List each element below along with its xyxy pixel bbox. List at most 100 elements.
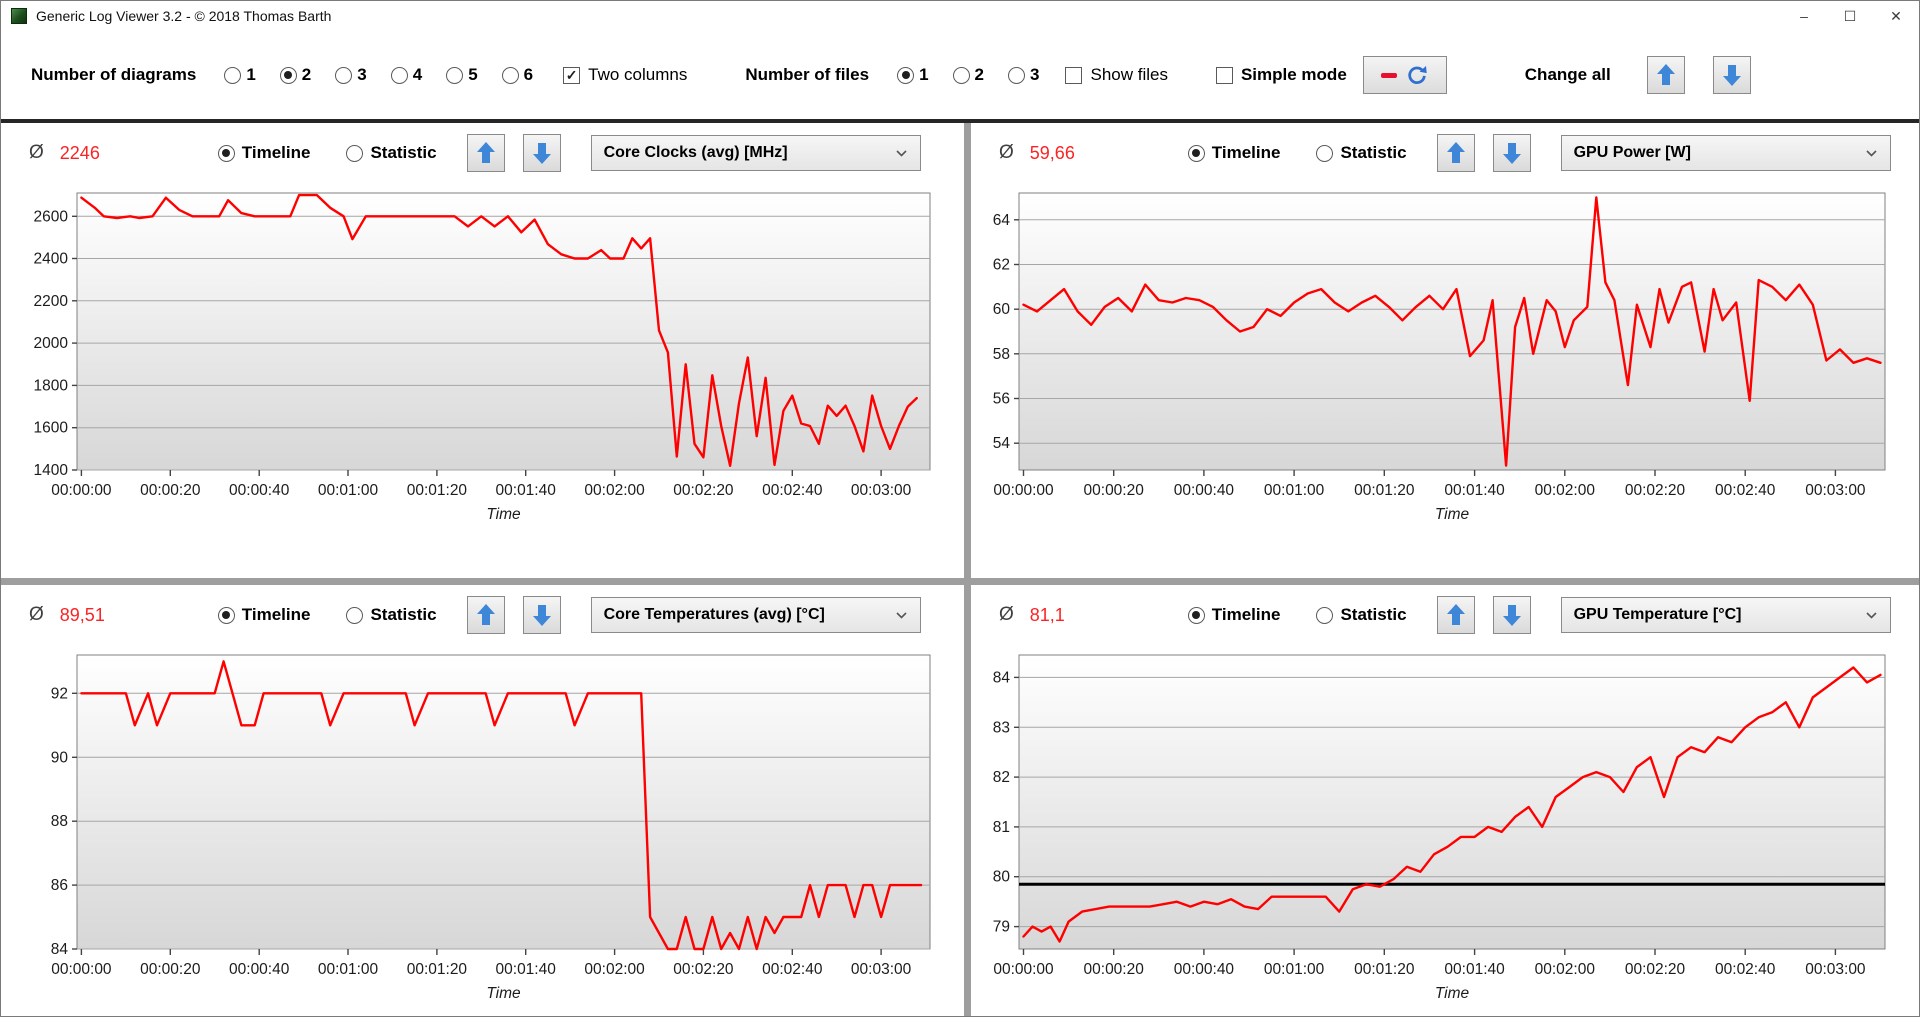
diagrams-radio-3-label: 3 [357,65,367,84]
move-diagram-down-button[interactable] [522,134,561,172]
up-arrow-icon [476,604,495,626]
svg-text:00:03:00: 00:03:00 [1805,961,1866,978]
svg-text:83: 83 [993,719,1010,736]
svg-text:88: 88 [51,813,68,830]
red-dash-icon [1381,72,1398,78]
diagrams-radio-2-label: 2 [301,65,312,84]
svg-text:Time: Time [486,506,521,523]
close-button[interactable]: ✕ [1873,1,1919,31]
svg-text:00:01:00: 00:01:00 [1264,482,1325,499]
metric-dropdown-value: GPU Power [W] [1573,144,1691,161]
average-value: 2246 [59,142,100,163]
chevron-down-icon [1866,611,1877,619]
change-all-down-button[interactable] [1712,56,1751,94]
diagrams-radio-5[interactable] [446,66,464,84]
svg-text:00:01:20: 00:01:20 [407,482,468,499]
statistic-radio[interactable] [1316,606,1334,624]
move-diagram-up-button[interactable] [466,596,505,634]
app-icon [11,8,27,24]
svg-text:80: 80 [993,869,1011,886]
move-diagram-up-button[interactable] [466,134,505,172]
svg-text:00:02:00: 00:02:00 [1535,961,1596,978]
statistic-radio-label: Statistic [1340,605,1407,624]
svg-text:00:02:00: 00:02:00 [584,961,645,978]
toolbar: Number of diagrams 1 2 3 4 5 6 Two colum… [1,31,1919,119]
svg-text:00:02:40: 00:02:40 [1715,961,1776,978]
line-style-refresh-button[interactable] [1362,56,1447,94]
diagrams-radio-6[interactable] [501,66,519,84]
timeline-radio[interactable] [217,144,235,162]
diagrams-radio-3[interactable] [335,66,353,84]
metric-dropdown[interactable]: Core Clocks (avg) [MHz] [590,135,921,171]
svg-text:00:01:40: 00:01:40 [1444,961,1505,978]
two-columns-checkbox[interactable] [563,66,581,84]
chart-gpu-power: 64 62 60 58 56 54 00:00:00 00:00:20 00:00:40 00:0… [971,183,1919,528]
move-diagram-down-button[interactable] [522,596,561,634]
svg-text:00:01:00: 00:01:00 [318,961,379,978]
change-all-label: Change all [1524,65,1611,84]
metric-dropdown-value: GPU Temperature [°C] [1573,606,1742,623]
chevron-down-icon [1866,149,1877,157]
svg-text:2200: 2200 [34,293,69,310]
chevron-down-icon [896,149,907,157]
svg-text:00:01:20: 00:01:20 [407,961,468,978]
files-radio-2[interactable] [952,66,970,84]
metric-dropdown[interactable]: GPU Power [W] [1560,135,1891,171]
average-symbol: Ø [29,142,44,163]
statistic-radio[interactable] [346,144,364,162]
diagrams-radio-5-label: 5 [468,65,478,84]
average-symbol: Ø [29,604,44,625]
timeline-radio[interactable] [1187,606,1205,624]
statistic-radio-label: Statistic [370,605,437,624]
svg-text:00:00:40: 00:00:40 [1174,482,1235,499]
metric-dropdown[interactable]: GPU Temperature [°C] [1560,597,1891,633]
svg-text:00:00:00: 00:00:00 [993,961,1054,978]
files-radio-1[interactable] [897,66,915,84]
timeline-radio[interactable] [1187,144,1205,162]
panel-header: Ø 59,66 Timeline Statistic GPU Power [W] [971,123,1919,183]
panel-gpu-temperature: Ø 81,1 Timeline Statistic GPU Temperatur… [971,585,1919,1016]
svg-text:00:00:20: 00:00:20 [140,961,201,978]
move-diagram-up-button[interactable] [1436,134,1475,172]
metric-dropdown[interactable]: Core Temperatures (avg) [°C] [590,597,921,633]
svg-text:00:00:00: 00:00:00 [993,482,1054,499]
show-files-checkbox[interactable] [1065,66,1083,84]
svg-text:00:02:20: 00:02:20 [1625,482,1686,499]
down-arrow-icon [1503,142,1521,164]
svg-text:00:00:40: 00:00:40 [229,961,290,978]
up-arrow-icon [1656,64,1675,86]
diagram-grid: Ø 2246 Timeline Statistic Core Clocks (a… [1,123,1919,1016]
up-arrow-icon [1446,604,1465,626]
svg-text:92: 92 [51,685,68,702]
maximize-button[interactable]: ☐ [1827,1,1873,31]
simple-mode-checkbox[interactable] [1215,66,1233,84]
svg-text:00:01:00: 00:01:00 [318,482,379,499]
svg-text:00:02:40: 00:02:40 [762,482,823,499]
svg-text:Time: Time [1435,985,1470,1002]
diagrams-radio-1[interactable] [224,66,242,84]
svg-text:58: 58 [993,346,1010,363]
svg-text:00:02:00: 00:02:00 [584,482,645,499]
move-diagram-down-button[interactable] [1492,596,1531,634]
move-diagram-down-button[interactable] [1492,134,1531,172]
diagrams-radio-4[interactable] [390,66,408,84]
number-of-diagrams-label: Number of diagrams [31,65,197,84]
svg-text:00:00:00: 00:00:00 [51,961,112,978]
statistic-radio[interactable] [1316,144,1334,162]
title-bar: Generic Log Viewer 3.2 - © 2018 Thomas B… [1,1,1919,31]
diagrams-radio-1-label: 1 [246,65,256,84]
svg-text:60: 60 [993,301,1011,318]
down-arrow-icon [533,142,551,164]
files-radio-3[interactable] [1008,66,1026,84]
svg-text:00:02:40: 00:02:40 [1715,482,1776,499]
change-all-up-button[interactable] [1646,56,1685,94]
move-diagram-up-button[interactable] [1436,596,1475,634]
timeline-radio[interactable] [217,606,235,624]
files-radio-2-label: 2 [974,65,985,84]
diagrams-radio-2[interactable] [279,66,297,84]
svg-text:00:00:40: 00:00:40 [229,482,290,499]
minimize-button[interactable]: – [1781,1,1827,31]
chevron-down-icon [896,611,907,619]
svg-text:90: 90 [51,749,69,766]
statistic-radio[interactable] [346,606,364,624]
